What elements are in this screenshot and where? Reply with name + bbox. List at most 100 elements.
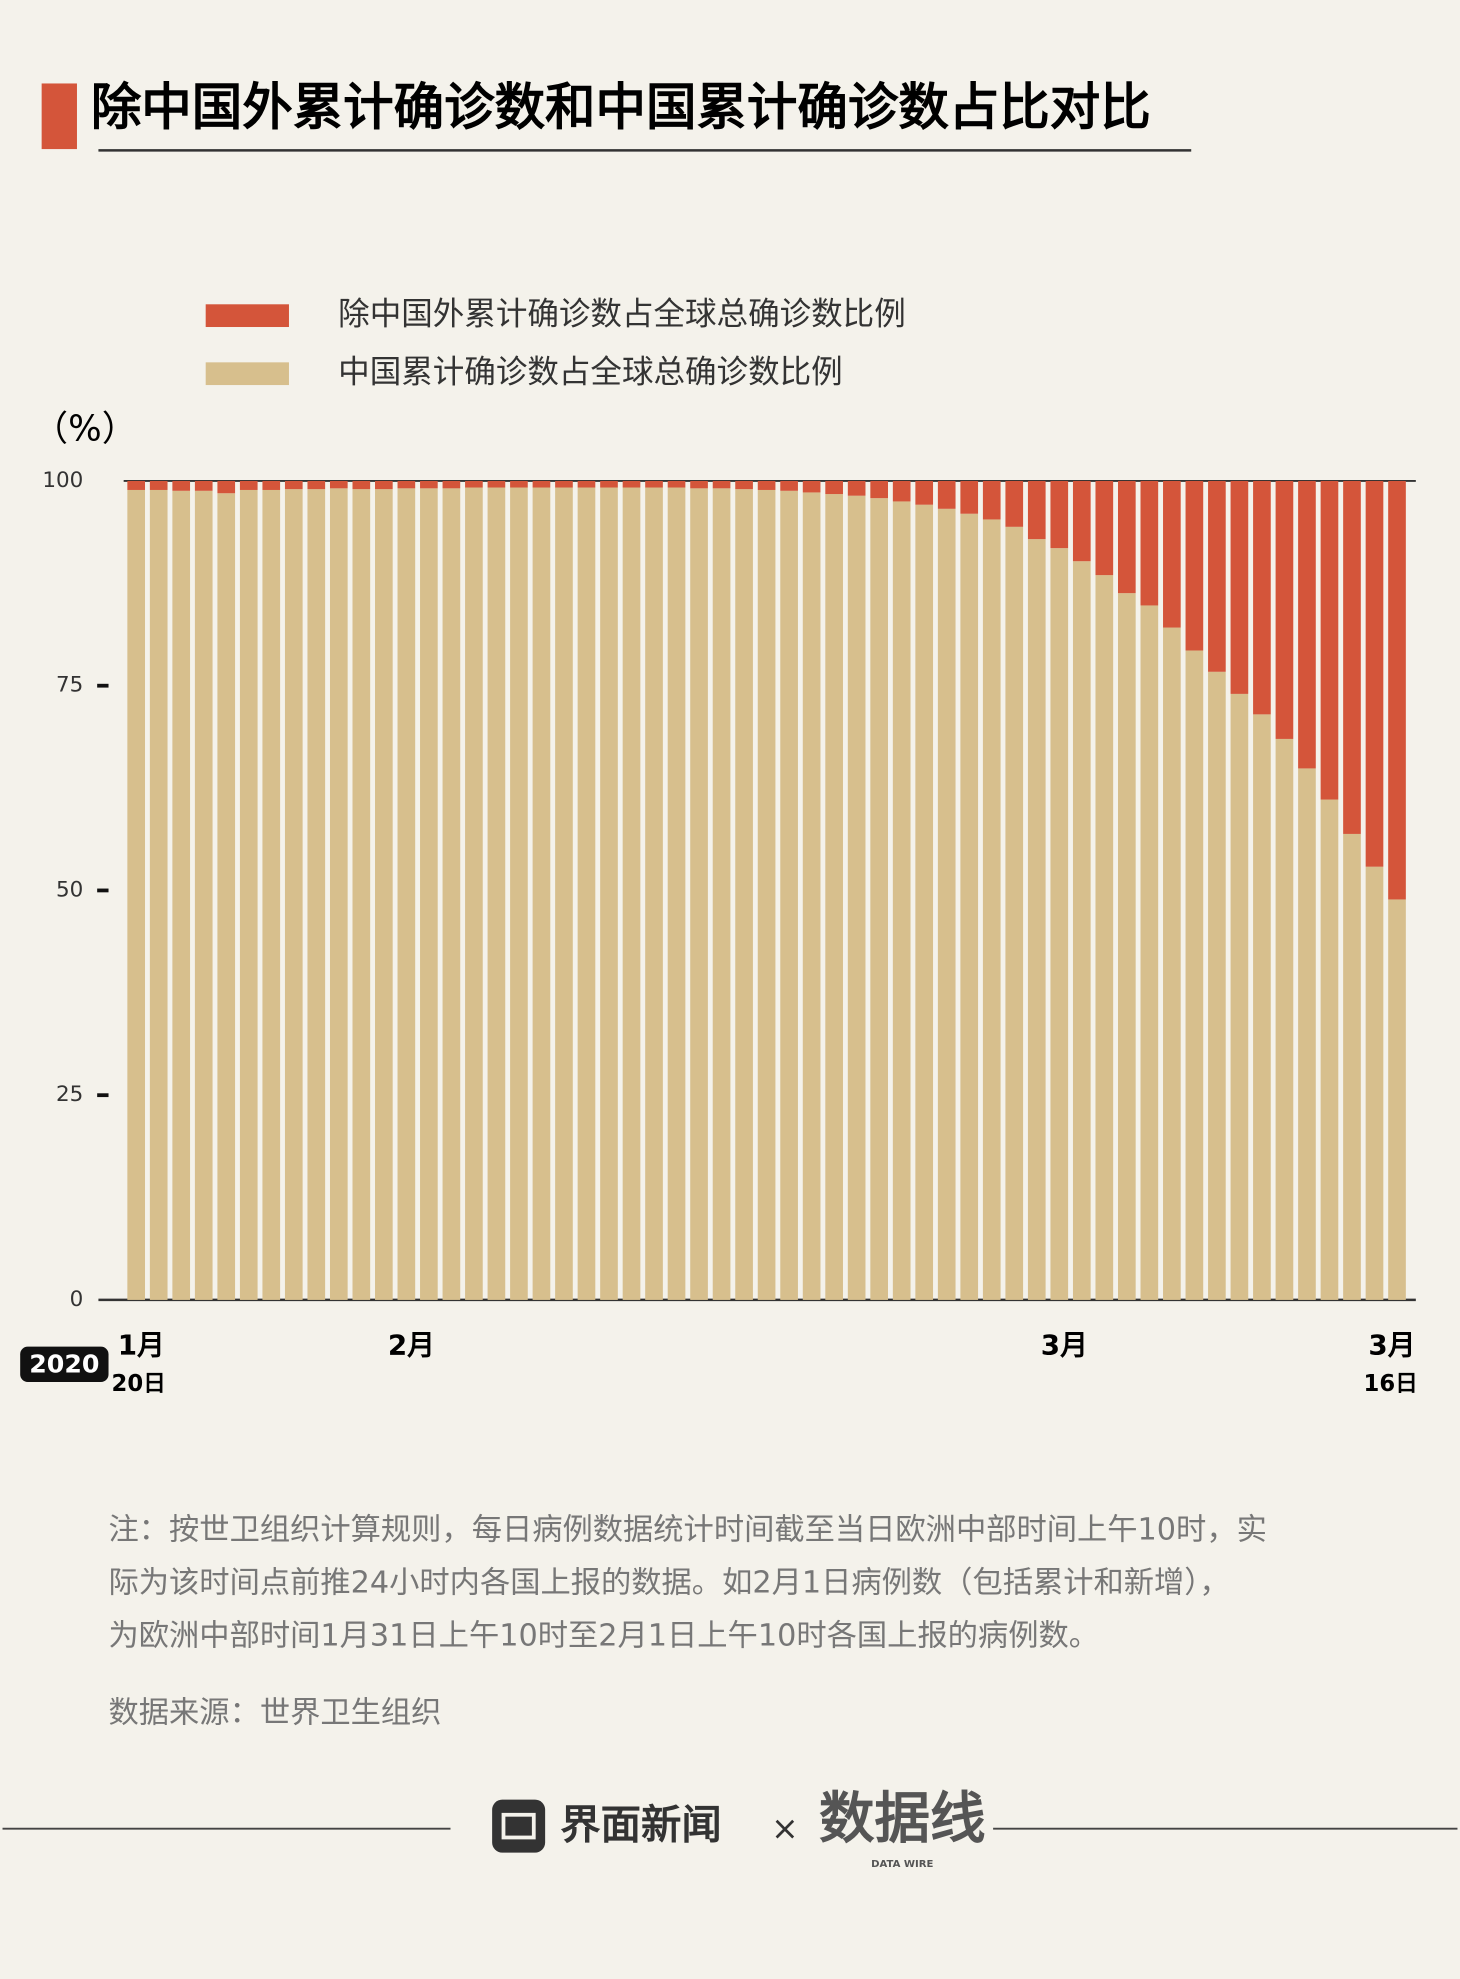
bar-segment xyxy=(937,480,956,509)
bar-segment xyxy=(532,487,551,1300)
bar-segment xyxy=(622,480,641,488)
bar-segment xyxy=(1230,693,1249,1300)
bar-segment xyxy=(420,488,438,1300)
bar-segment xyxy=(239,489,258,1300)
bar-segment xyxy=(1365,866,1384,1300)
bar-segment xyxy=(487,480,506,488)
bar-segment xyxy=(1185,650,1204,1300)
bar-segment xyxy=(352,480,371,490)
y-tick-label: 100 xyxy=(42,468,83,493)
title-marker xyxy=(41,83,77,150)
bar-segment xyxy=(555,487,573,1300)
bar-segment xyxy=(397,488,416,1300)
bar-segment xyxy=(465,480,483,488)
bar-segment xyxy=(892,501,911,1300)
bar-segment xyxy=(217,480,236,494)
bar-segment xyxy=(1163,627,1181,1300)
bar-segment xyxy=(712,480,731,489)
x-tick-label: 1月 xyxy=(118,1329,165,1362)
bar-segment xyxy=(307,489,326,1300)
bar-segment xyxy=(982,480,1001,520)
bar-segment xyxy=(1230,480,1249,694)
bar-segment xyxy=(194,480,213,491)
bar-segment xyxy=(1095,480,1114,576)
bar-segment xyxy=(1320,799,1339,1300)
bar-segment xyxy=(622,487,641,1300)
bar-segment xyxy=(127,480,146,490)
bar-segment xyxy=(577,487,596,1300)
bar-segment xyxy=(735,480,753,490)
bar-segment xyxy=(780,490,798,1300)
x-tick-label: 2月 xyxy=(388,1329,435,1362)
legend-label: 中国累计确诊数占全球总确诊数比例 xyxy=(338,355,843,391)
bar-segment xyxy=(149,489,168,1300)
x-tick-sublabel: 20日 xyxy=(112,1371,166,1397)
footer-partner-sub: DATA WIRE xyxy=(871,1859,933,1870)
bar-segment xyxy=(465,487,483,1300)
bar-segment xyxy=(1208,671,1226,1300)
bar-segment xyxy=(1095,575,1114,1300)
bar-segment xyxy=(307,480,326,490)
bar-segment xyxy=(1117,593,1136,1300)
x-tick-sublabel: 16日 xyxy=(1364,1371,1418,1397)
bar-segment xyxy=(600,487,618,1300)
bar-segment xyxy=(555,480,573,488)
bar-segment xyxy=(1275,480,1294,739)
bar-segment xyxy=(1072,561,1091,1300)
bar-segment xyxy=(780,480,798,491)
bar-segment xyxy=(1005,480,1024,527)
bar-segment xyxy=(825,494,843,1300)
notes: 注：按世卫组织计算规则，每日病例数据统计时间截至当日欧洲中部时间上午10时，实际… xyxy=(109,1512,1267,1653)
bar-segment xyxy=(667,480,686,488)
chart-title: 除中国外累计确诊数和中国累计确诊数占比对比 xyxy=(91,78,1151,137)
bar-segment xyxy=(690,480,708,489)
y-tick-label: 25 xyxy=(56,1082,83,1107)
bar-segment xyxy=(1275,738,1294,1300)
bar-segment xyxy=(1072,480,1091,562)
bar-segment xyxy=(915,480,934,505)
bar-segment xyxy=(442,488,461,1300)
bar-segment xyxy=(1050,480,1069,549)
bar-segment xyxy=(870,480,889,499)
x-tick-label: 3月 xyxy=(1368,1329,1415,1362)
year-badge xyxy=(20,1346,109,1382)
y-tick-label: 75 xyxy=(56,673,83,698)
bar-segment xyxy=(870,498,889,1300)
brand-icon-inner xyxy=(501,1812,536,1840)
bar-segment xyxy=(667,487,686,1300)
bar-segment xyxy=(262,489,281,1300)
y-tick-label: 0 xyxy=(70,1287,84,1312)
bar-segment xyxy=(352,489,371,1300)
bar-segment xyxy=(375,480,393,490)
bar-segment xyxy=(397,480,416,489)
bar-segment xyxy=(1298,768,1316,1300)
bar-segment xyxy=(1027,480,1046,540)
bar-segment xyxy=(735,489,753,1300)
bar-segment xyxy=(577,480,596,488)
note-line: 际为该时间点前推24小时内各国上报的数据。如2月1日病例数（包括累计和新增）， xyxy=(109,1565,1230,1600)
bar-segment xyxy=(1388,899,1406,1300)
bar-segment xyxy=(1343,833,1361,1300)
y-axis-label: （%） xyxy=(33,408,137,449)
bar-segment xyxy=(690,488,708,1300)
brand-icon xyxy=(492,1799,546,1853)
footer-separator: × xyxy=(771,1809,798,1847)
bar-segment xyxy=(1185,480,1204,651)
bar-segment xyxy=(1027,539,1046,1300)
y-tick-label: 50 xyxy=(56,877,83,902)
bar-segment xyxy=(1253,480,1271,715)
bar-segment xyxy=(645,487,663,1300)
bar-segment xyxy=(1365,480,1384,867)
bar-segment xyxy=(217,493,236,1300)
bar-segment xyxy=(510,487,528,1300)
bar-segment xyxy=(915,504,934,1300)
bar-segment xyxy=(1388,480,1406,900)
bar-segment xyxy=(937,508,956,1300)
bar-segment xyxy=(1117,480,1136,594)
bar-segment xyxy=(420,480,438,489)
note-line: 注：按世卫组织计算规则，每日病例数据统计时间截至当日欧洲中部时间上午10时，实 xyxy=(109,1512,1267,1547)
bar-segment xyxy=(172,480,191,491)
bar-segment xyxy=(194,490,213,1300)
bar-segment xyxy=(1320,480,1339,800)
